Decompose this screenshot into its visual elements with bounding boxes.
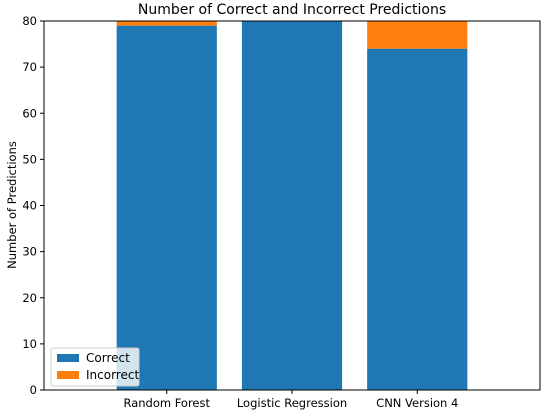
y-tick-label: 10 <box>22 337 37 351</box>
plot-frame <box>43 20 541 391</box>
bar-incorrect-0 <box>116 21 217 26</box>
bar-incorrect-2 <box>367 21 468 49</box>
y-tick-label: 30 <box>22 245 37 259</box>
y-tick-label: 0 <box>30 383 37 397</box>
x-axis-ticks: Random Forest Logistic Regression CNN Vers… <box>123 390 458 410</box>
legend-label-correct: Correct <box>86 351 130 365</box>
y-tick-label: 40 <box>22 199 37 213</box>
legend-swatch-incorrect <box>57 371 79 379</box>
legend-label-incorrect: Incorrect <box>86 368 139 382</box>
y-tick-label: 20 <box>22 291 37 305</box>
bar-correct-2 <box>367 48 468 391</box>
x-tick-label: Random Forest <box>123 396 210 410</box>
y-axis-label: Number of Predictions <box>5 141 19 269</box>
y-tick-label: 70 <box>22 60 37 74</box>
legend: Correct Incorrect <box>50 347 140 387</box>
y-tick-label: 60 <box>22 106 37 120</box>
y-tick-label: 50 <box>22 152 37 166</box>
x-tick-label: CNN Version 4 <box>376 396 458 410</box>
y-axis-ticks: 0 10 20 30 40 50 60 70 80 <box>22 14 44 397</box>
legend-swatch-correct <box>57 354 79 362</box>
y-tick-label: 80 <box>22 14 37 28</box>
chart-title: Number of Correct and Incorrect Predicti… <box>138 2 446 18</box>
bar-correct-0 <box>116 25 217 391</box>
bars-group <box>116 21 468 391</box>
x-tick-label: Logistic Regression <box>237 396 347 410</box>
bar-correct-1 <box>241 21 343 390</box>
